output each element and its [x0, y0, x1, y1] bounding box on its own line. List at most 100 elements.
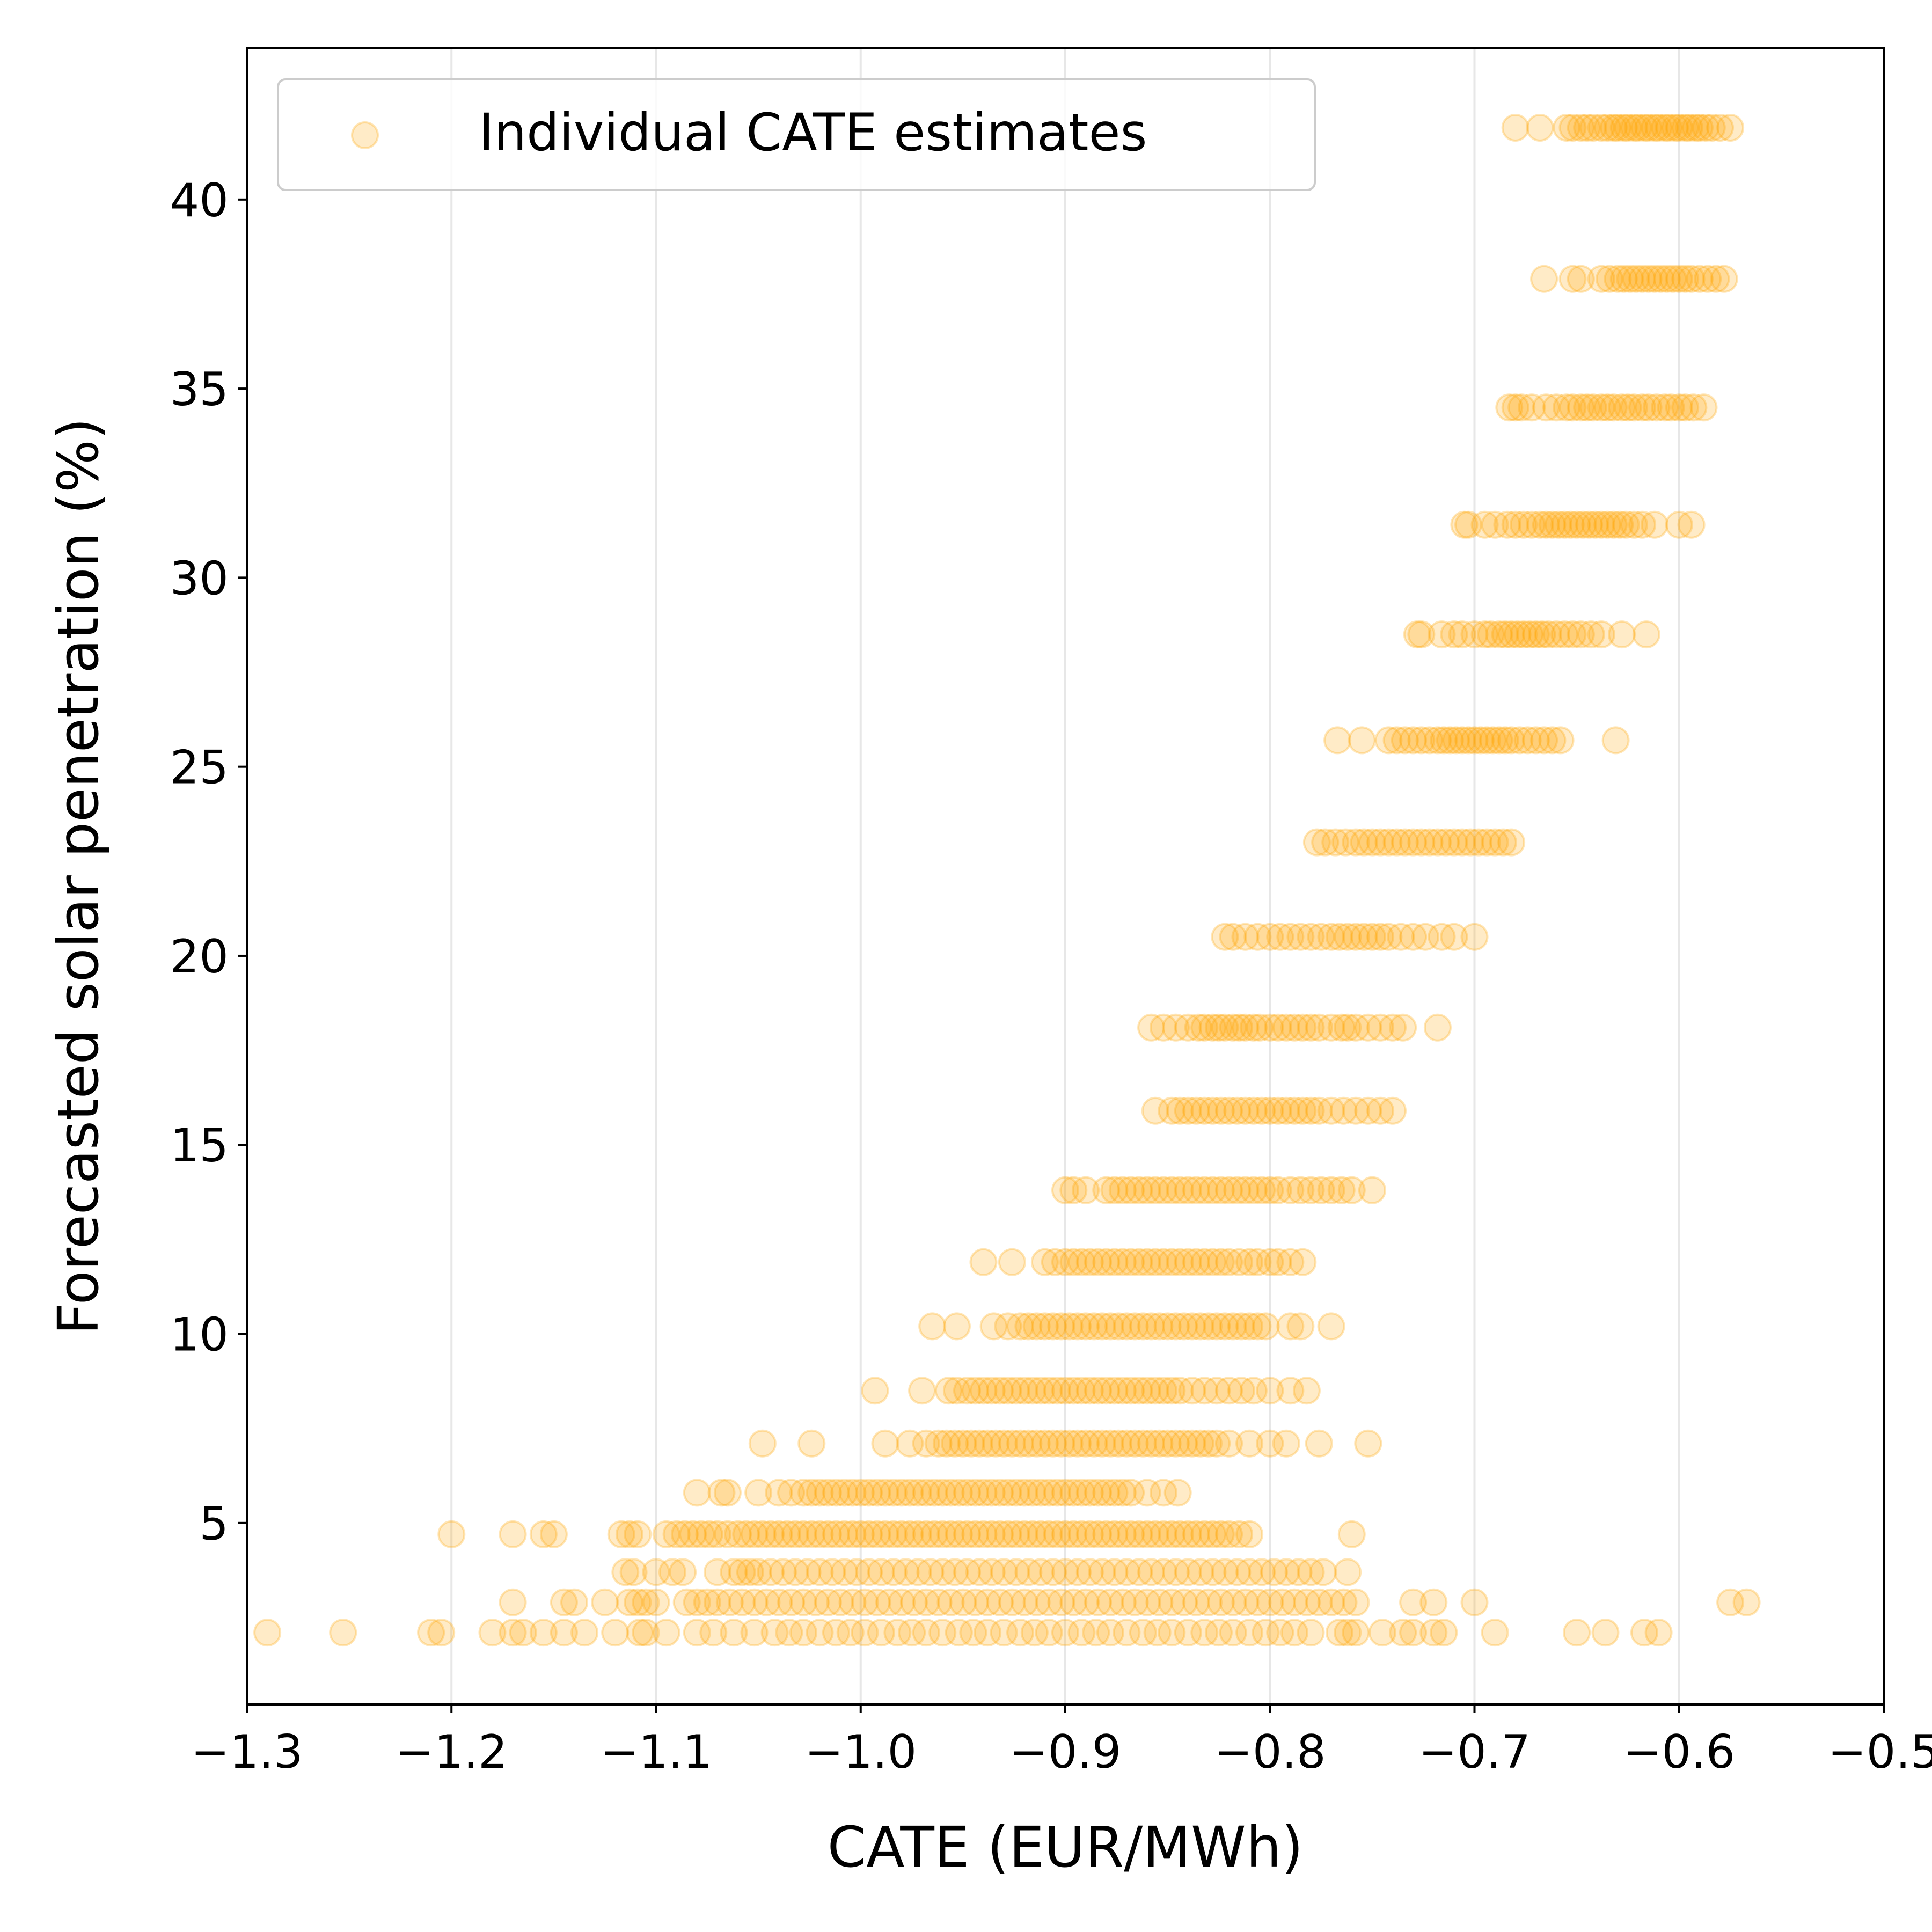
data-point [1075, 1479, 1104, 1507]
data-point [1481, 1619, 1509, 1647]
data-point [1374, 828, 1403, 857]
data-point [1342, 828, 1370, 857]
data-point [1215, 1520, 1243, 1548]
data-point [1276, 923, 1305, 951]
data-point [1027, 1558, 1055, 1586]
data-point [1526, 510, 1554, 539]
data-point [945, 1520, 973, 1548]
data-point [1331, 828, 1360, 857]
data-point [1174, 1096, 1202, 1125]
data-point [1334, 923, 1362, 951]
data-point [1685, 265, 1714, 293]
data-point [1121, 1588, 1149, 1616]
data-point [1567, 265, 1595, 293]
data-point [1198, 1558, 1227, 1586]
data-point [1546, 726, 1575, 755]
data-point [1280, 1013, 1308, 1042]
data-point [1493, 510, 1521, 539]
data-point [1501, 510, 1529, 539]
data-point [1203, 1312, 1231, 1341]
data-point [1538, 510, 1567, 539]
data-point [1276, 1248, 1305, 1276]
data-point [560, 1588, 588, 1616]
data-point [1186, 1312, 1214, 1341]
data-point [1067, 1248, 1096, 1276]
data-point [1019, 1377, 1046, 1405]
data-point [1235, 1619, 1264, 1647]
data-point [1599, 510, 1628, 539]
data-point [969, 1520, 998, 1548]
data-point [1268, 1588, 1297, 1616]
data-point [1620, 510, 1648, 539]
data-point [1366, 923, 1395, 951]
data-point [1145, 1588, 1174, 1616]
data-point [1051, 1520, 1079, 1548]
data-point [1143, 1619, 1172, 1647]
data-point [1145, 1312, 1174, 1341]
data-point [818, 1558, 846, 1586]
data-point [1419, 1588, 1448, 1616]
data-point [1088, 1558, 1116, 1586]
data-point [1454, 510, 1483, 539]
data-point [624, 1520, 652, 1548]
data-point [713, 1520, 742, 1548]
data-point [879, 1520, 908, 1548]
data-point [1027, 1377, 1055, 1405]
data-point [1567, 393, 1595, 422]
data-point [1407, 620, 1436, 649]
data-point [1246, 1013, 1274, 1042]
data-point [1436, 726, 1464, 755]
data-point [1227, 1377, 1255, 1405]
data-point [1403, 620, 1431, 649]
data-point [1276, 1176, 1305, 1204]
data-point [1497, 828, 1526, 857]
data-point [1661, 114, 1689, 142]
data-point [1280, 1619, 1308, 1647]
data-point [1651, 114, 1679, 142]
x-tick-label: −0.8 [1214, 1725, 1326, 1779]
data-point [1104, 1312, 1133, 1341]
data-point [822, 1479, 850, 1507]
data-point [1166, 1248, 1194, 1276]
data-point [1231, 1176, 1260, 1204]
data-point [1470, 510, 1499, 539]
data-point [1010, 1377, 1038, 1405]
data-point [1681, 114, 1710, 142]
y-tick-label: 40 [170, 174, 229, 228]
data-point [908, 1377, 936, 1405]
data-point [1289, 1096, 1317, 1125]
data-point [1100, 1176, 1129, 1204]
data-point [1628, 393, 1657, 422]
data-point [1108, 1248, 1137, 1276]
data-point [707, 1479, 736, 1507]
data-point [863, 1588, 891, 1616]
data-point [1043, 1520, 1071, 1548]
x-axis-ticks: −1.3 −1.2 −1.1 −1.0 −0.9 −0.8 −0.7 −0.6 −0.5 [191, 1704, 1932, 1779]
data-point [1368, 1619, 1396, 1647]
data-point [1219, 1312, 1247, 1341]
data-point [1495, 393, 1524, 422]
data-point [1141, 1248, 1169, 1276]
data-point [1593, 510, 1622, 539]
data-point [728, 1588, 756, 1616]
data-point [961, 1520, 990, 1548]
data-point [752, 1588, 781, 1616]
data-point [1158, 1248, 1186, 1276]
data-point [977, 1377, 1006, 1405]
data-point [1342, 1096, 1370, 1125]
data-point [986, 1520, 1014, 1548]
data-point [1264, 1013, 1292, 1042]
data-point [789, 1520, 817, 1548]
data-point [1470, 620, 1499, 649]
data-point [1051, 1619, 1079, 1647]
data-point [1317, 1312, 1345, 1341]
data-point [550, 1619, 578, 1647]
data-point [1329, 1096, 1358, 1125]
data-point [1579, 114, 1607, 142]
data-point [529, 1520, 558, 1548]
data-point [437, 1520, 466, 1548]
data-point [1075, 1377, 1104, 1405]
data-point [1518, 510, 1546, 539]
data-point [1166, 1520, 1194, 1548]
